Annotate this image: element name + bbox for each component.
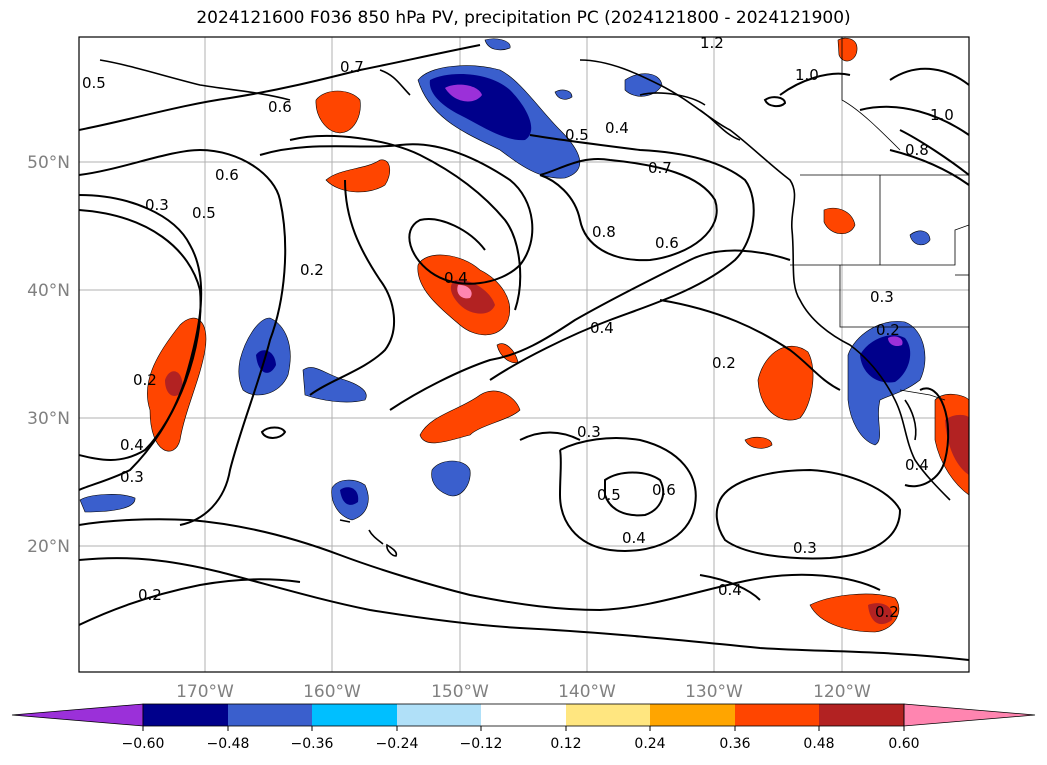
- colorbar-segment: [312, 704, 397, 726]
- contour-label: 0.6: [268, 98, 292, 116]
- contour-label: 0.4: [622, 529, 646, 547]
- colorbar-tick-label: 0.36: [719, 736, 750, 752]
- contour-label: 0.5: [82, 74, 106, 92]
- colorbar-tick-label: 0.48: [803, 736, 834, 752]
- contour-label: 0.4: [905, 456, 929, 474]
- colorbar-segment: [566, 704, 650, 726]
- contour-label: 0.2: [300, 261, 324, 279]
- coastlines: [99, 59, 951, 557]
- map-title: 2024121600 F036 850 hPa PV, precipitatio…: [196, 8, 851, 28]
- colorbar-tick-label: 0.24: [634, 736, 665, 752]
- colorbar-outline: [142, 703, 905, 727]
- colorbar-segment: [481, 704, 566, 726]
- contour-label: 0.3: [120, 468, 144, 486]
- map-border: [78, 36, 970, 673]
- latitude-labels: 50°N 40°N 30°N 20°N: [27, 153, 70, 557]
- contour-label: 0.2: [876, 321, 900, 339]
- colorbar-tick-label: 0.60: [888, 736, 919, 752]
- contour-label: 0.4: [605, 119, 629, 137]
- contour-label: 0.3: [145, 196, 169, 214]
- longitude-labels: 170°W 160°W 150°W 140°W 130°W 120°W: [176, 682, 871, 702]
- contour-label: 0.7: [648, 159, 672, 177]
- colorbar-tick-label: 0.12: [550, 736, 581, 752]
- contour-label: 0.4: [590, 319, 614, 337]
- colorbar-segment: [228, 704, 312, 726]
- lat-label: 40°N: [27, 281, 70, 301]
- precip-positive-areas: [147, 37, 969, 633]
- contour-label: 0.7: [340, 58, 364, 76]
- contour-label: 0.4: [444, 269, 468, 287]
- contour-label: 0.2: [875, 603, 899, 621]
- contour-label: 0.2: [133, 371, 157, 389]
- precip-negative-areas: [79, 38, 931, 521]
- contour-label: 0.6: [215, 166, 239, 184]
- contour-label: 1.0: [795, 66, 819, 84]
- contour-label: 0.6: [652, 481, 676, 499]
- lon-label: 160°W: [303, 682, 361, 702]
- colorbar-segment: [735, 704, 819, 726]
- contour-labels: 0.5 0.6 0.6 0.3 0.5 0.2 0.4 0.5 0.4 0.7 …: [82, 34, 954, 621]
- contour-label: 0.3: [870, 288, 894, 306]
- contour-label: 0.4: [120, 436, 144, 454]
- pv-contours: [79, 44, 969, 661]
- colorbar-extend-left: [11, 703, 144, 727]
- colorbar-extend-right: [903, 703, 1036, 727]
- contour-label: 0.3: [793, 539, 817, 557]
- contour-label: 0.6: [655, 234, 679, 252]
- colorbar-segment: [650, 704, 735, 726]
- colorbar-tick-label: −0.36: [291, 736, 334, 752]
- contour-label: 0.8: [905, 141, 929, 159]
- lon-label: 170°W: [176, 682, 234, 702]
- contour-label: 0.5: [597, 486, 621, 504]
- colorbar-tick-label: −0.12: [460, 736, 503, 752]
- lat-label: 20°N: [27, 537, 70, 557]
- colorbar-segment: [397, 704, 481, 726]
- colorbar: −0.60 −0.48 −0.36 −0.24 −0.12 0.12 0.24 …: [11, 703, 1036, 752]
- colorbar-segment: [143, 704, 228, 726]
- colorbar-tick-label: −0.48: [207, 736, 250, 752]
- contour-label: 0.5: [565, 126, 589, 144]
- contour-label: 0.5: [192, 204, 216, 222]
- lon-label: 140°W: [558, 682, 616, 702]
- contour-label: 0.8: [592, 223, 616, 241]
- contour-label: 0.3: [577, 423, 601, 441]
- colorbar-segment: [819, 704, 904, 726]
- lon-label: 120°W: [813, 682, 871, 702]
- lat-label: 50°N: [27, 153, 70, 173]
- contour-label: 0.4: [718, 581, 742, 599]
- lat-label: 30°N: [27, 409, 70, 429]
- colorbar-tick-label: −0.24: [376, 736, 419, 752]
- lon-label: 150°W: [431, 682, 489, 702]
- borders: [790, 37, 969, 401]
- contour-label: 1.0: [930, 106, 954, 124]
- lon-label: 130°W: [685, 682, 743, 702]
- contour-label: 0.2: [712, 354, 736, 372]
- contour-label: 1.2: [700, 34, 724, 52]
- colorbar-tick-label: −0.60: [122, 736, 165, 752]
- contour-label: 0.2: [138, 586, 162, 604]
